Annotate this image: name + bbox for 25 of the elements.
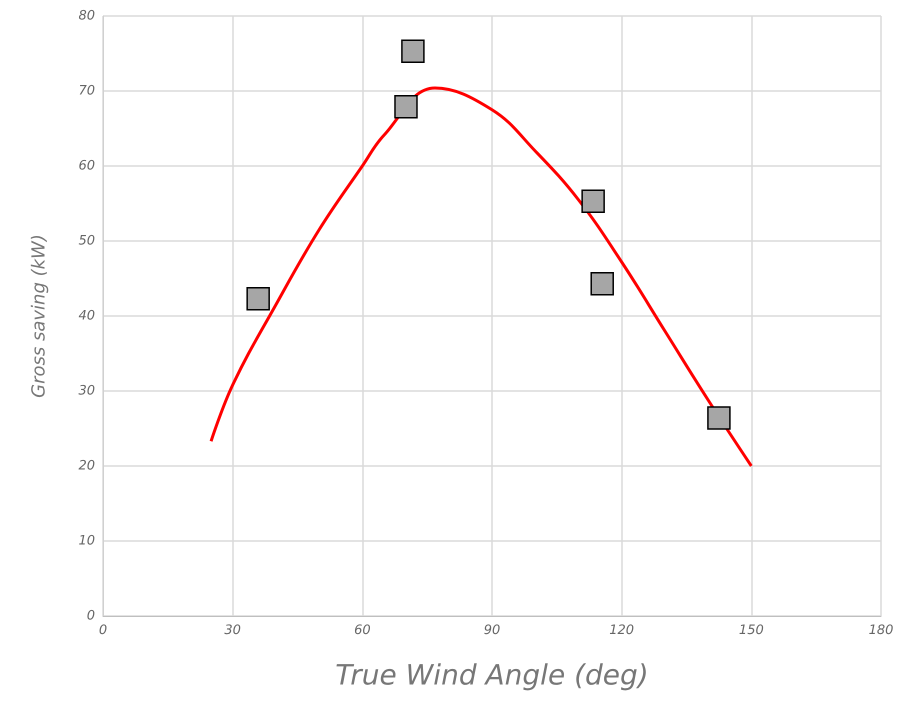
x-tick-label: 120 [609,623,634,638]
x-tick-label: 180 [868,623,894,638]
x-tick-label: 30 [224,623,241,638]
y-tick-label: 70 [78,84,95,98]
x-tick-label: 150 [738,623,764,638]
y-tick-label: 80 [78,8,95,24]
y-tick-label: 60 [78,158,95,174]
point [246,287,270,310]
y-tick-label: 10 [78,534,95,548]
x-tick-label: 60 [354,623,371,638]
x-axis-title: True Wind Angle (deg) [335,658,649,692]
x-tick-label: 90 [484,623,500,638]
y-tick-label: 40 [78,308,95,324]
point [394,95,418,118]
point [707,406,731,430]
x-tick-label: 0 [98,623,108,638]
line-series [210,86,753,468]
y-tick-label: 20 [78,458,95,474]
y-axis-title: Gross saving (kW) [28,234,50,398]
y-tick-label: 30 [78,384,95,398]
point [401,40,425,63]
y-tick-label: 0 [86,608,95,624]
y-tick-label: 50 [78,234,95,248]
point [590,272,614,296]
point [581,190,605,213]
